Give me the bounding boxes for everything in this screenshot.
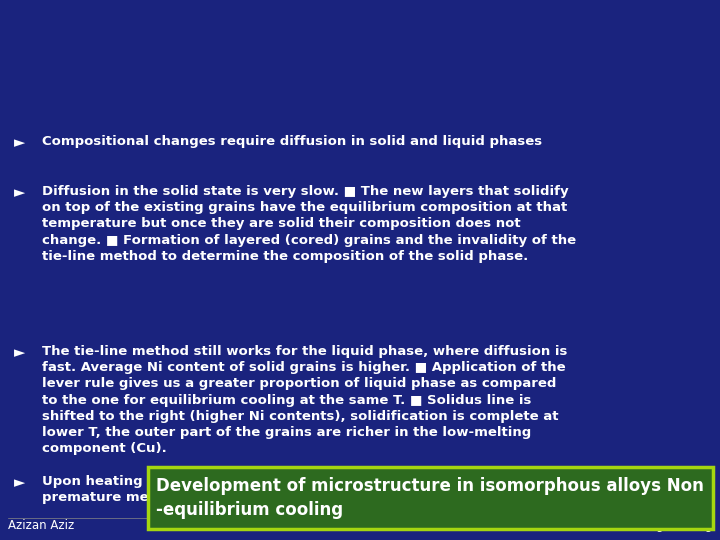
Text: ►: ► [14, 475, 25, 490]
Text: Development of microstructure in isomorphous alloys Non
-equilibrium cooling: Development of microstructure in isomorp… [156, 477, 703, 519]
Text: Azizan Aziz: Azizan Aziz [8, 519, 74, 532]
Text: School of Materials and Mineral Resources Engineering: School of Materials and Mineral Resource… [387, 519, 712, 532]
Text: ►: ► [14, 135, 25, 150]
Text: Upon heating grain boundaries will melt first. This can lead to
premature mechan: Upon heating grain boundaries will melt … [42, 475, 508, 504]
Text: Diffusion in the solid state is very slow. ■ The new layers that solidify
on top: Diffusion in the solid state is very slo… [42, 185, 576, 263]
Text: ►: ► [14, 185, 25, 200]
Text: The tie-line method still works for the liquid phase, where diffusion is
fast. A: The tie-line method still works for the … [42, 345, 567, 455]
Text: Compositional changes require diffusion in solid and liquid phases: Compositional changes require diffusion … [42, 135, 542, 148]
Bar [148, 467, 713, 529]
Text: ►: ► [14, 345, 25, 360]
